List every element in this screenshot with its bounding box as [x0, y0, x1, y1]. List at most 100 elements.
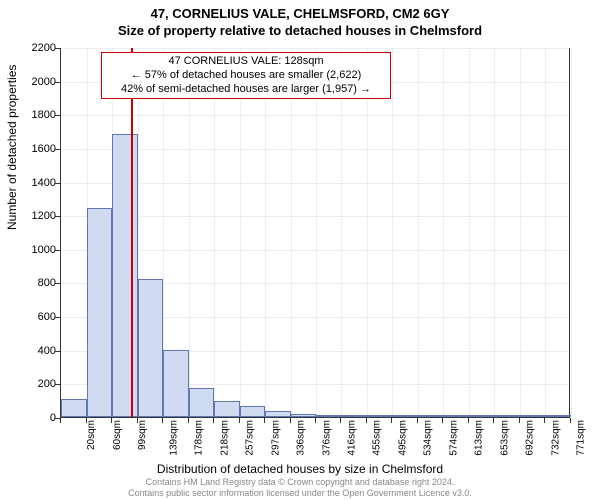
histogram-bar: [520, 415, 545, 417]
histogram-bar: [214, 401, 240, 417]
x-tick-label: 376sqm: [321, 420, 332, 456]
chart-container: 47, CORNELIUS VALE, CHELMSFORD, CM2 6GY …: [0, 0, 600, 500]
annotation-box: 47 CORNELIUS VALE: 128sqm ← 57% of detac…: [101, 52, 391, 99]
x-tick-label: 692sqm: [525, 420, 536, 456]
histogram-bar: [265, 411, 291, 417]
x-tick-label: 178sqm: [193, 420, 204, 456]
x-tick-mark: [544, 418, 545, 423]
x-tick-label: 139sqm: [168, 420, 179, 456]
x-tick-label: 613sqm: [474, 420, 485, 456]
y-tick-mark: [55, 351, 60, 352]
y-tick-mark: [55, 283, 60, 284]
x-tick-label: 218sqm: [219, 420, 230, 456]
y-tick-label: 1800: [16, 109, 56, 121]
histogram-bar: [418, 415, 443, 417]
x-tick-mark: [60, 418, 61, 423]
x-tick-label: 336sqm: [295, 420, 306, 456]
y-tick-label: 2200: [16, 42, 56, 54]
gridline-vertical: [316, 48, 317, 417]
plot-area: 47 CORNELIUS VALE: 128sqm ← 57% of detac…: [60, 48, 570, 418]
x-tick-mark: [315, 418, 316, 423]
subject-marker-line: [131, 48, 133, 417]
gridline-vertical: [392, 48, 393, 417]
gridline-vertical: [291, 48, 292, 417]
chart-subtitle: Size of property relative to detached ho…: [0, 21, 600, 38]
x-tick-mark: [391, 418, 392, 423]
annotation-line-1: 47 CORNELIUS VALE: 128sqm: [106, 55, 386, 69]
y-tick-mark: [55, 250, 60, 251]
x-tick-label: 771sqm: [576, 420, 587, 456]
x-tick-mark: [111, 418, 112, 423]
gridline-vertical: [443, 48, 444, 417]
y-tick-mark: [55, 82, 60, 83]
x-tick-mark: [137, 418, 138, 423]
x-tick-mark: [162, 418, 163, 423]
x-tick-mark: [290, 418, 291, 423]
x-tick-mark: [239, 418, 240, 423]
y-tick-label: 800: [16, 277, 56, 289]
y-tick-label: 1600: [16, 143, 56, 155]
gridline-vertical: [418, 48, 419, 417]
x-tick-mark: [493, 418, 494, 423]
x-tick-mark: [442, 418, 443, 423]
x-tick-label: 416sqm: [347, 420, 358, 456]
histogram-bar: [240, 406, 265, 417]
y-tick-label: 200: [16, 378, 56, 390]
y-tick-label: 1200: [16, 210, 56, 222]
x-tick-label: 653sqm: [500, 420, 511, 456]
annotation-line-2: ← 57% of detached houses are smaller (2,…: [106, 69, 386, 83]
y-tick-mark: [55, 48, 60, 49]
histogram-bar: [494, 415, 520, 417]
x-tick-label: 60sqm: [112, 420, 123, 450]
gridline-vertical: [571, 48, 572, 417]
histogram-bar: [189, 388, 214, 417]
x-tick-label: 574sqm: [449, 420, 460, 456]
gridline-vertical: [341, 48, 342, 417]
gridline-vertical: [545, 48, 546, 417]
y-tick-label: 1000: [16, 244, 56, 256]
x-tick-mark: [264, 418, 265, 423]
x-tick-mark: [570, 418, 571, 423]
x-tick-label: 495sqm: [398, 420, 409, 456]
x-tick-label: 20sqm: [86, 420, 97, 450]
gridline-vertical: [189, 48, 190, 417]
histogram-bar: [291, 414, 317, 417]
footnote: Contains HM Land Registry data © Crown c…: [0, 477, 600, 498]
x-tick-mark: [468, 418, 469, 423]
histogram-bar: [87, 208, 112, 417]
y-tick-label: 600: [16, 311, 56, 323]
x-tick-label: 455sqm: [372, 420, 383, 456]
gridline-vertical: [494, 48, 495, 417]
histogram-bar: [469, 415, 494, 417]
x-tick-label: 257sqm: [244, 420, 255, 456]
histogram-bar: [443, 415, 469, 417]
footnote-line-1: Contains HM Land Registry data © Crown c…: [0, 477, 600, 487]
gridline-vertical: [520, 48, 521, 417]
x-tick-label: 297sqm: [270, 420, 281, 456]
y-tick-label: 400: [16, 345, 56, 357]
y-tick-mark: [55, 149, 60, 150]
x-tick-mark: [213, 418, 214, 423]
y-tick-mark: [55, 183, 60, 184]
x-axis-label: Distribution of detached houses by size …: [0, 462, 600, 476]
y-tick-label: 2000: [16, 76, 56, 88]
histogram-bar: [545, 415, 571, 417]
y-tick-mark: [55, 115, 60, 116]
x-tick-label: 534sqm: [423, 420, 434, 456]
histogram-bar: [392, 415, 418, 417]
histogram-bar: [163, 350, 189, 417]
x-tick-mark: [188, 418, 189, 423]
gridline-vertical: [240, 48, 241, 417]
gridline-vertical: [265, 48, 266, 417]
footnote-line-2: Contains public sector information licen…: [0, 488, 600, 498]
histogram-bar: [367, 415, 392, 417]
histogram-bar: [61, 399, 87, 418]
annotation-line-3: 42% of semi-detached houses are larger (…: [106, 83, 386, 97]
x-tick-mark: [86, 418, 87, 423]
x-tick-mark: [340, 418, 341, 423]
y-tick-mark: [55, 317, 60, 318]
histogram-bar: [316, 415, 341, 417]
x-tick-label: 732sqm: [551, 420, 562, 456]
gridline-vertical: [214, 48, 215, 417]
histogram-bar: [138, 279, 163, 417]
